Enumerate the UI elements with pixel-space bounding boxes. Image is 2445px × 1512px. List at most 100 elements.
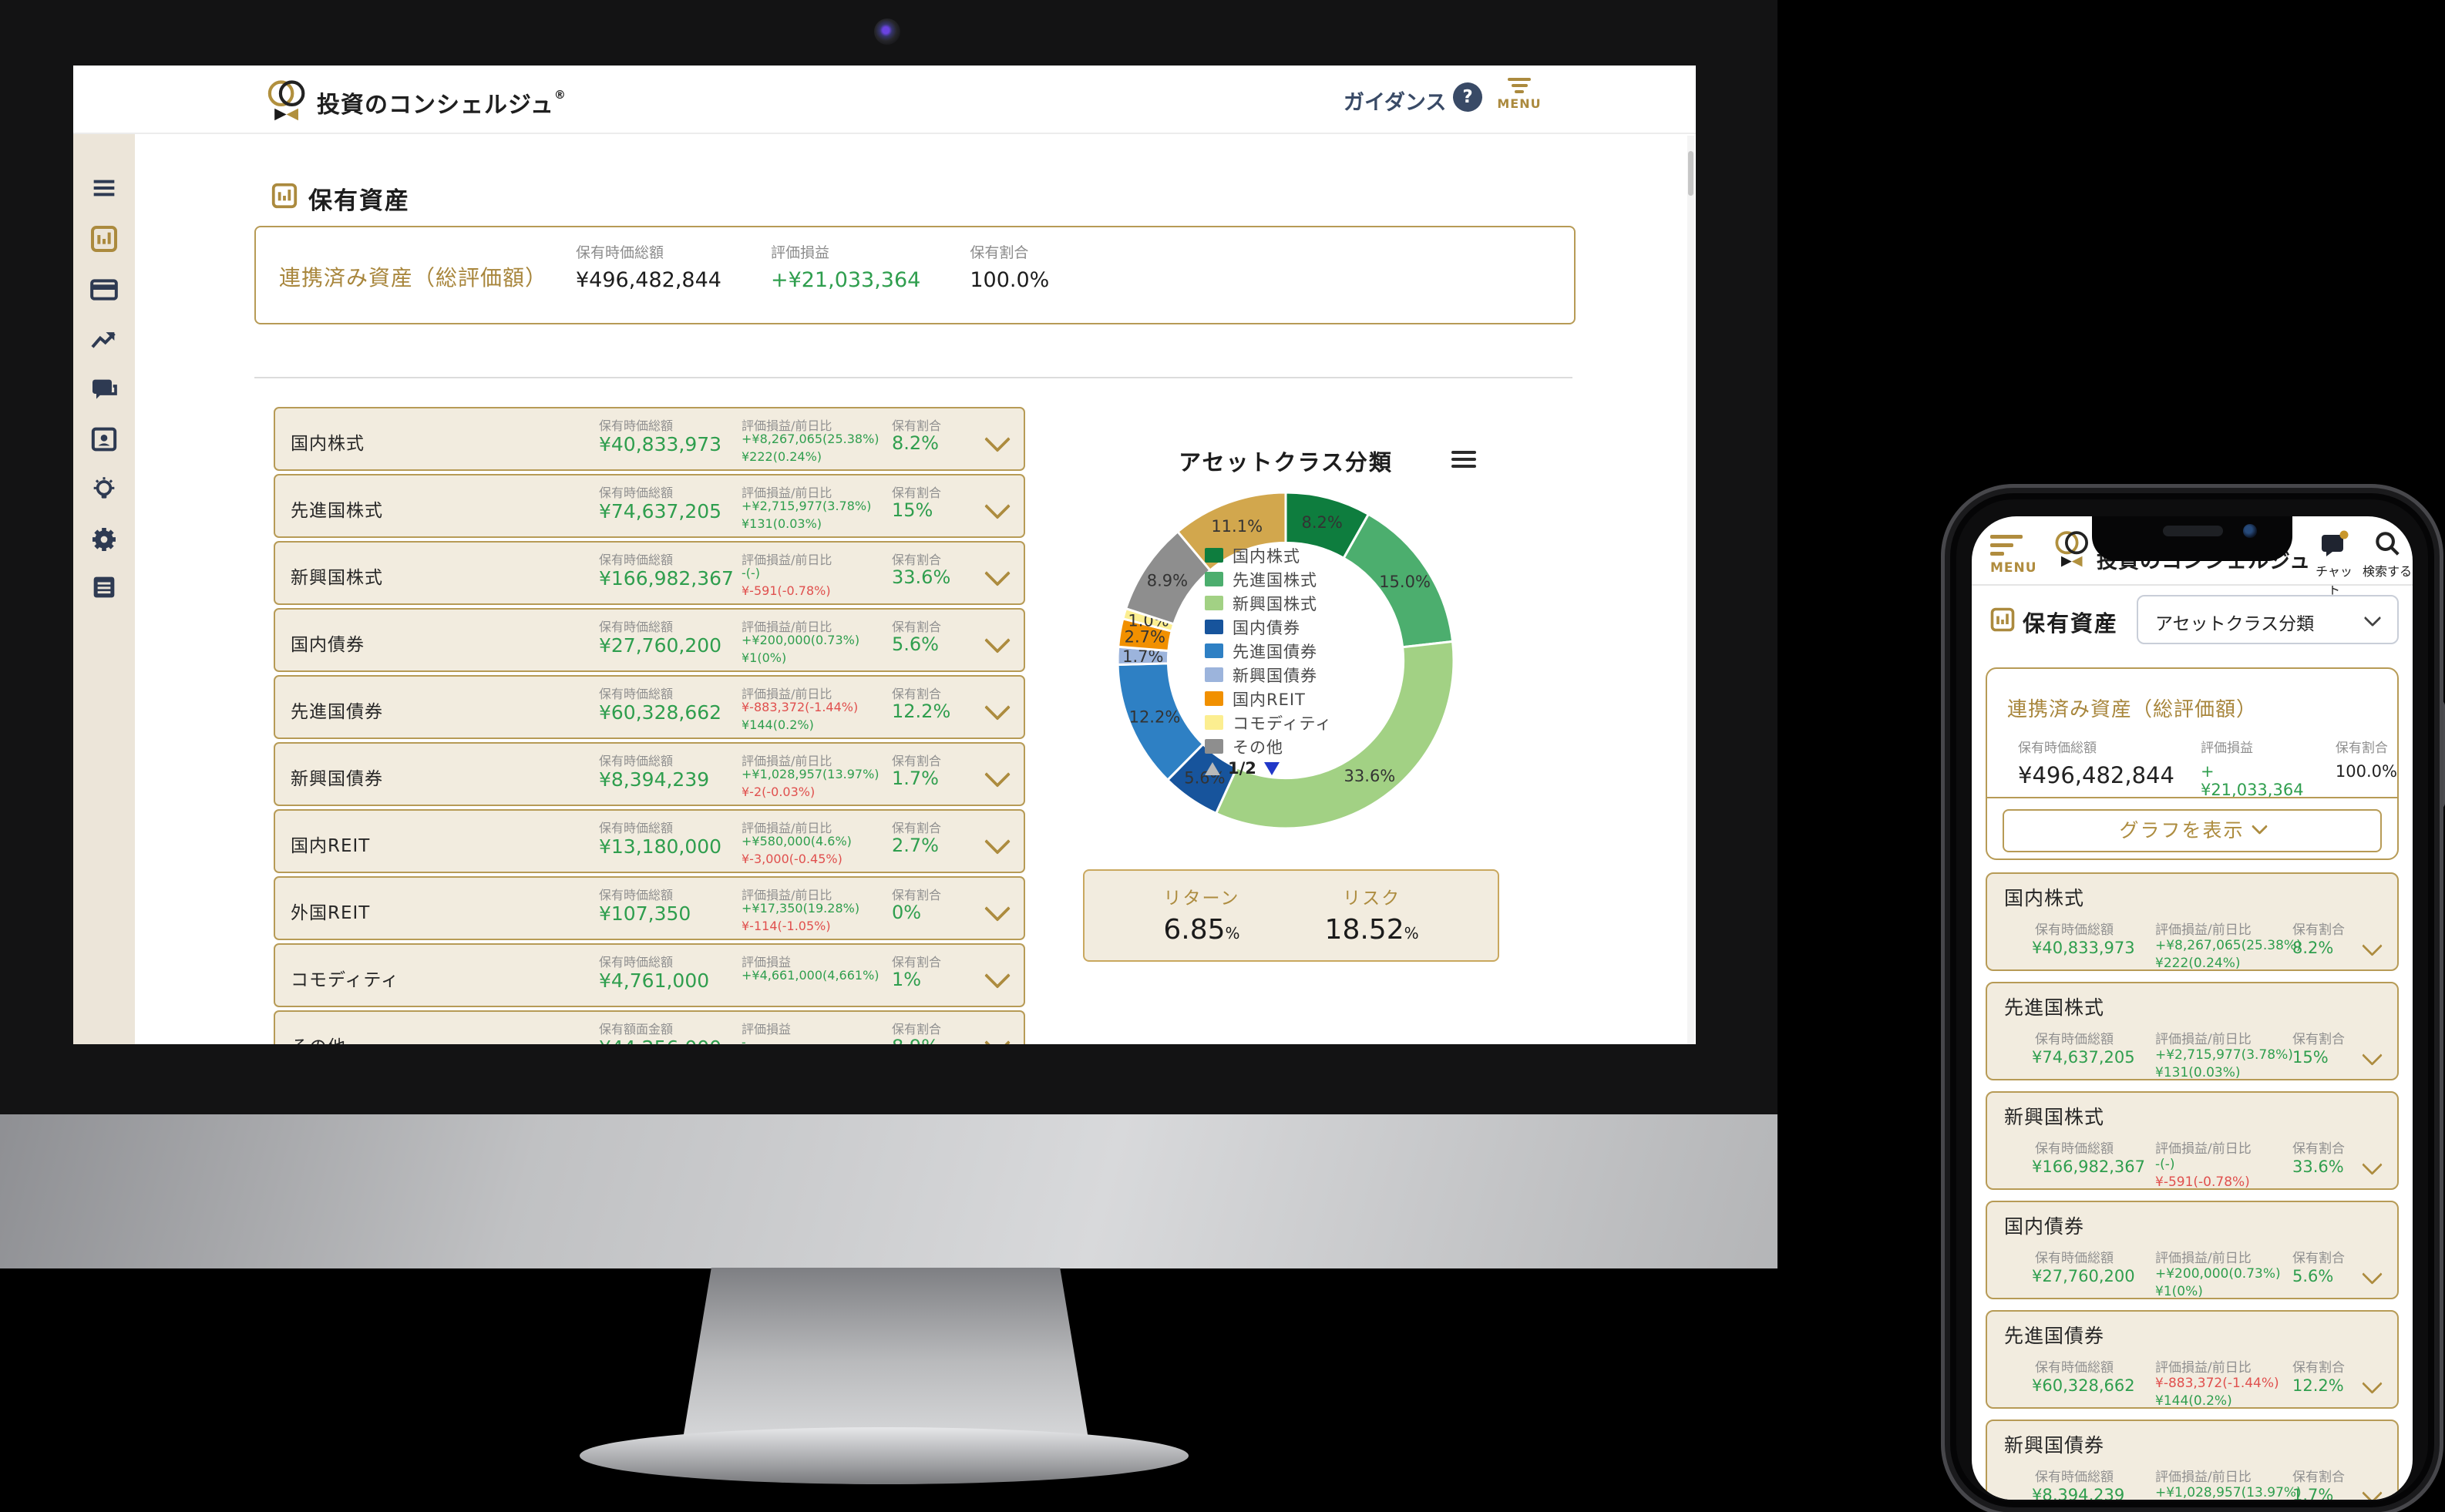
gain-label: 評価損益/前日比 (2155, 1470, 2252, 1485)
brand-logo-text[interactable]: 投資のコンシェルジュ® (317, 86, 567, 119)
chevron-down-icon[interactable] (2362, 1045, 2383, 1066)
phone-asset-row[interactable]: 国内債券 保有時価総額 評価損益/前日比 保有割合 ¥27,760,200 +¥… (1986, 1201, 2399, 1299)
chevron-down-icon[interactable] (984, 1030, 1011, 1044)
donut-slice[interactable] (1175, 491, 1287, 573)
classification-tab[interactable] (449, 329, 456, 378)
legend-prev-icon[interactable] (1205, 761, 1220, 775)
day-change-value: ¥222(0.24%) (2155, 956, 2241, 971)
legend-item[interactable]: コモディティ (1205, 711, 1436, 734)
chevron-down-icon[interactable] (984, 627, 1011, 654)
graph-toggle-button[interactable]: グラフを表示 (2003, 809, 2382, 852)
classification-tab[interactable] (329, 329, 335, 378)
chevron-down-icon[interactable] (984, 828, 1011, 855)
help-icon[interactable]: ? (1453, 82, 1482, 112)
legend-item[interactable]: 新興国株式 (1205, 591, 1436, 615)
donut-chart[interactable]: 8.2%15.0%33.6%5.6%12.2%1.7%2.7%1.0%8.9%1… (1108, 483, 1463, 838)
menu-button[interactable]: MENU (1496, 75, 1542, 124)
amount-label: 保有時価総額 (599, 620, 674, 634)
chevron-down-icon[interactable] (984, 493, 1011, 519)
row-name: 外国REIT (291, 903, 371, 923)
monitor-stand-neck (683, 1268, 1088, 1439)
phone-asset-row[interactable]: 新興国債券 保有時価総額 評価損益/前日比 保有割合 ¥8,394,239 +¥… (1986, 1420, 2399, 1500)
legend-item[interactable]: 国内債券 (1205, 615, 1436, 639)
scrollbar-thumb[interactable] (1688, 151, 1693, 196)
asset-row[interactable]: その他 保有額面金額 評価損益 保有割合 ¥44,256,000 - 8.9% (274, 1010, 1025, 1044)
asset-row[interactable]: コモディティ 保有時価総額 評価損益 保有割合 ¥4,761,000 +¥4,6… (274, 943, 1025, 1007)
asset-row[interactable]: 国内株式 保有時価総額 評価損益/前日比 保有割合 ¥40,833,973 +¥… (274, 407, 1025, 471)
legend-item[interactable]: 国内REIT (1205, 687, 1436, 711)
ratio-value: 1.7% (892, 768, 939, 789)
sidebar-item-holdings-active[interactable] (89, 223, 119, 254)
legend-item[interactable]: 国内株式 (1205, 543, 1436, 567)
classification-tab[interactable] (289, 329, 295, 378)
asset-row[interactable]: 国内債券 保有時価総額 評価損益/前日比 保有割合 ¥27,760,200 +¥… (274, 608, 1025, 672)
chevron-down-icon[interactable] (2362, 936, 2383, 956)
summary-columns: 保有時価総額 ¥496,482,844 評価損益 +¥21,033,364 保有… (576, 241, 1049, 292)
phone-asset-row[interactable]: 国内株式 保有時価総額 評価損益/前日比 保有割合 ¥40,833,973 +¥… (1986, 872, 2399, 971)
donut-slice[interactable] (1214, 640, 1455, 830)
legend-item[interactable]: 先進国債券 (1205, 639, 1436, 663)
asset-row[interactable]: 外国REIT 保有時価総額 評価損益/前日比 保有割合 ¥107,350 +¥1… (274, 876, 1025, 940)
asset-row[interactable]: 国内REIT 保有時価総額 評価損益/前日比 保有割合 ¥13,180,000 … (274, 809, 1025, 873)
phone-asset-row[interactable]: 新興国株式 保有時価総額 評価損益/前日比 保有割合 ¥166,982,367 … (1986, 1091, 2399, 1190)
asset-row[interactable]: 新興国債券 保有時価総額 評価損益/前日比 保有割合 ¥8,394,239 +¥… (274, 742, 1025, 806)
phone-brand-logo-icon[interactable] (2053, 530, 2092, 569)
gain-label: 評価損益 (742, 1022, 792, 1037)
chevron-down-icon[interactable] (984, 895, 1011, 922)
risk-value: 18.52% (1324, 914, 1419, 946)
sidebar-item-news[interactable] (89, 572, 119, 603)
asset-row[interactable]: 先進国株式 保有時価総額 評価損益/前日比 保有割合 ¥74,637,205 +… (274, 474, 1025, 538)
chevron-down-icon[interactable] (2362, 1154, 2383, 1175)
gain-value: +¥200,000(0.73%) (2155, 1266, 2281, 1282)
risk-metric: リスク 18.52% (1325, 871, 1419, 960)
legend-swatch (1205, 691, 1223, 706)
chart-menu-icon[interactable] (1451, 451, 1478, 472)
day-change-value: ¥-114(-1.05%) (742, 919, 831, 933)
sidebar-item-chat[interactable] (89, 375, 119, 405)
chevron-down-icon[interactable] (2362, 1483, 2383, 1500)
chevron-down-icon[interactable] (984, 694, 1011, 721)
sidebar-item-tips[interactable] (89, 474, 119, 505)
summary-columns: 保有時価総額 ¥496,482,844 評価損益 +¥21,033,364 保有… (2018, 737, 2397, 799)
sidebar-item-menu[interactable] (89, 173, 119, 203)
summary-title: 連携済み資産（総評価額） (2007, 698, 2258, 721)
amount-value: ¥166,982,367 (599, 567, 734, 590)
phone-asset-row[interactable]: 先進国株式 保有時価総額 評価損益/前日比 保有割合 ¥74,637,205 +… (1986, 982, 2399, 1080)
guidance-button[interactable]: ガイダンス (1344, 91, 1447, 115)
classification-tab[interactable] (409, 329, 415, 378)
legend-next-icon[interactable] (1263, 761, 1280, 775)
amount-value: ¥13,180,000 (599, 835, 722, 858)
row-name: 国内REIT (291, 836, 371, 856)
gain-value: +¥580,000(4.6%) (742, 834, 852, 848)
search-button[interactable]: 検索する (2362, 529, 2413, 580)
chevron-down-icon[interactable] (984, 560, 1011, 586)
phone-asset-row[interactable]: 先進国債券 保有時価総額 評価損益/前日比 保有割合 ¥60,328,662 ¥… (1986, 1310, 2399, 1409)
ratio-label: 保有割合 (892, 888, 942, 902)
sidebar-item-accounts[interactable] (89, 274, 119, 305)
legend-item[interactable]: 先進国株式 (1205, 567, 1436, 591)
classification-tabs (289, 329, 456, 378)
chevron-down-icon[interactable] (2362, 1264, 2383, 1285)
brand-logo-icon[interactable] (266, 79, 309, 123)
row-name: 国内株式 (291, 434, 365, 454)
asset-row[interactable]: 先進国債券 保有時価総額 評価損益/前日比 保有割合 ¥60,328,662 ¥… (274, 675, 1025, 739)
classification-tab[interactable] (369, 329, 375, 378)
phone-menu-button[interactable]: MENU (1990, 535, 2036, 576)
ratio-value: 15% (2292, 1048, 2329, 1067)
webcam-dot (874, 18, 900, 45)
chevron-down-icon[interactable] (984, 426, 1011, 452)
chat-button[interactable]: チャット (2311, 530, 2357, 598)
hamburger-icon (93, 180, 115, 197)
scrollbar[interactable] (1687, 136, 1694, 1044)
sidebar-item-performance[interactable] (89, 325, 119, 356)
sidebar-item-profile[interactable] (89, 424, 119, 455)
gain-value: ¥-883,372(-1.44%) (742, 700, 859, 714)
sidebar-item-settings[interactable] (89, 524, 119, 555)
classification-select[interactable]: アセットクラス分類 (2137, 595, 2399, 644)
legend-item[interactable]: その他 (1205, 734, 1436, 758)
chevron-down-icon[interactable] (984, 963, 1011, 989)
asset-row[interactable]: 新興国株式 保有時価総額 評価損益/前日比 保有割合 ¥166,982,367 … (274, 541, 1025, 605)
legend-item[interactable]: 新興国債券 (1205, 663, 1436, 687)
chevron-down-icon[interactable] (2362, 1373, 2383, 1394)
chevron-down-icon[interactable] (984, 761, 1011, 788)
